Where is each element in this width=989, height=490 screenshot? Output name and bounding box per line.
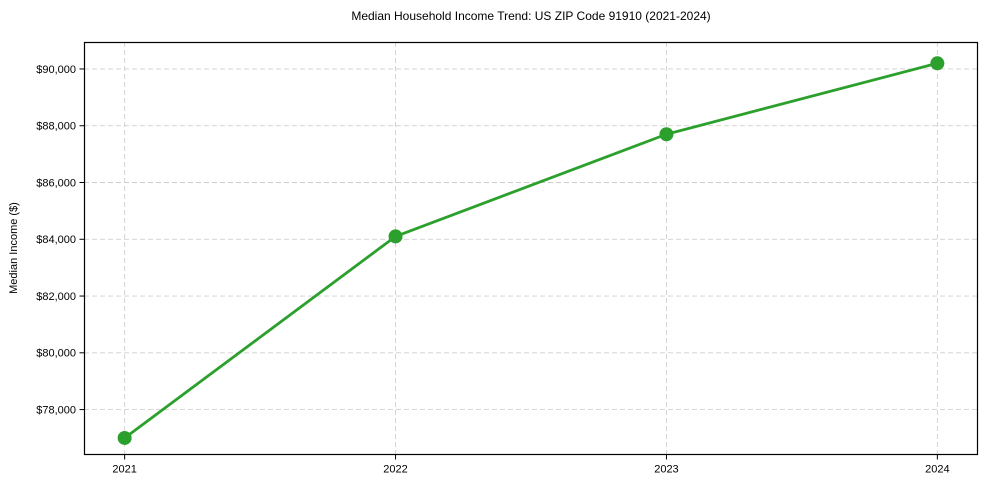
data-point — [659, 127, 674, 142]
x-tick-label: 2022 — [383, 464, 407, 476]
y-tick-label: $90,000 — [36, 64, 76, 76]
data-point — [117, 430, 132, 445]
chart-title: Median Household Income Trend: US ZIP Co… — [351, 9, 711, 23]
y-tick-label: $80,000 — [36, 348, 76, 360]
data-point — [930, 56, 945, 71]
plot-border — [83, 41, 979, 456]
y-tick-label: $88,000 — [36, 121, 76, 133]
x-tick-label: 2024 — [925, 464, 949, 476]
x-tick-label: 2023 — [654, 464, 678, 476]
data-point — [388, 229, 403, 244]
trend-line — [123, 61, 939, 440]
y-tick-label: $78,000 — [36, 404, 76, 416]
y-tick-label: $84,000 — [36, 234, 76, 246]
x-tick-label: 2021 — [112, 464, 136, 476]
y-tick-label: $82,000 — [36, 291, 76, 303]
y-tick-label: $86,000 — [36, 177, 76, 189]
